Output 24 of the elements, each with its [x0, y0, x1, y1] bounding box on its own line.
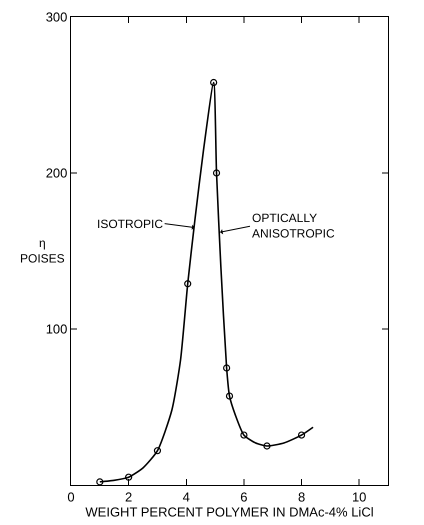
x-axis-title: WEIGHT PERCENT POLYMER IN DMAc-4% LiCl: [85, 504, 374, 520]
point: [96, 478, 104, 486]
point: [263, 442, 271, 450]
x-tick-label: 8: [298, 490, 306, 505]
y-tick-label: 100: [46, 322, 68, 337]
annotation: OPTICALLY ANISOTROPIC: [252, 211, 336, 241]
point: [154, 447, 162, 454]
point: [223, 364, 230, 372]
y-axis-title: η POISES: [20, 236, 65, 266]
point: [240, 431, 248, 439]
x-tick-label: 6: [240, 490, 248, 505]
point: [125, 474, 132, 481]
x-tick-label: 4: [182, 490, 190, 505]
annotation: ISOTROPIC: [97, 217, 164, 231]
x-tick-label: 2: [125, 490, 132, 505]
point: [212, 169, 220, 177]
point: [210, 78, 218, 86]
y-tick-label: 300: [46, 10, 68, 25]
x-tick-label: 10: [352, 490, 366, 505]
y-tick-label: 200: [46, 166, 68, 181]
point: [298, 431, 306, 439]
point: [184, 280, 192, 288]
x-tick-label: 0: [67, 490, 75, 505]
point: [226, 392, 234, 400]
